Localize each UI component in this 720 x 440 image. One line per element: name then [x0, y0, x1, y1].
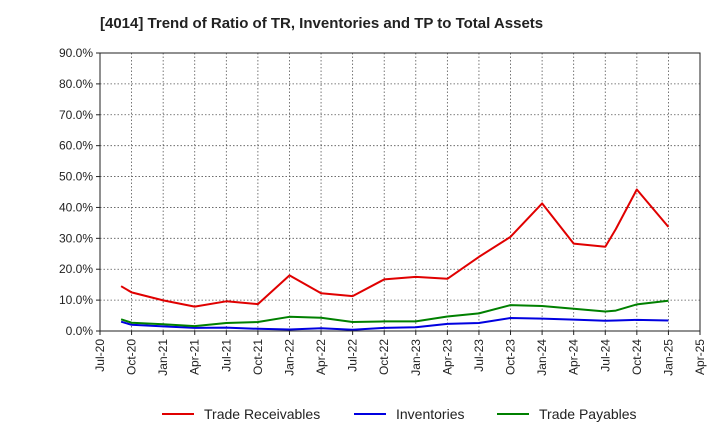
y-tick-label: 70.0% — [59, 108, 93, 122]
x-tick-label: Oct-23 — [504, 339, 518, 375]
y-tick-label: 50.0% — [59, 170, 93, 184]
legend-label: Trade Receivables — [204, 406, 320, 422]
chart-title: [4014] Trend of Ratio of TR, Inventories… — [100, 15, 544, 32]
series-line-inventories — [120, 317, 669, 331]
x-tick-label: Jan-22 — [282, 339, 296, 376]
y-tick-label: 60.0% — [59, 139, 93, 153]
y-axis-ticks: 0.0% 10.0% 20.0% 30.0% 40.0% 50.0% 60.0% 70.0% 8… — [59, 46, 100, 338]
x-tick-label: Jan-25 — [661, 339, 675, 376]
x-tick-label: Apr-24 — [567, 339, 581, 375]
legend: Trade Receivables Inventories Trade Payabl… — [162, 406, 637, 422]
y-tick-label: 10.0% — [59, 293, 93, 307]
y-tick-label: 80.0% — [59, 77, 93, 91]
x-tick-label: Oct-21 — [251, 339, 265, 375]
series-lines — [120, 188, 670, 331]
x-tick-label: Oct-24 — [630, 339, 644, 375]
plot-area — [100, 53, 700, 331]
x-tick-label: Jan-23 — [409, 339, 423, 376]
x-tick-label: Jul-20 — [93, 339, 107, 372]
y-tick-label: 90.0% — [59, 46, 93, 60]
y-tick-label: 40.0% — [59, 200, 93, 214]
x-tick-label: Apr-21 — [188, 339, 202, 375]
legend-label: Trade Payables — [539, 406, 637, 422]
x-tick-label: Jul-23 — [472, 339, 486, 372]
series-line-trade-receivables — [120, 188, 670, 308]
grid — [99, 52, 701, 332]
x-tick-label: Jul-21 — [219, 339, 233, 372]
y-tick-label: 0.0% — [66, 324, 94, 338]
x-tick-label: Apr-23 — [440, 339, 454, 375]
x-tick-label: Jan-24 — [535, 339, 549, 376]
x-tick-label: Apr-25 — [693, 339, 707, 375]
plot-border — [99, 52, 701, 332]
legend-label: Inventories — [396, 406, 464, 422]
y-tick-label: 30.0% — [59, 231, 93, 245]
x-tick-label: Jul-24 — [598, 339, 612, 372]
x-tick-label: Jul-22 — [346, 339, 360, 372]
x-tick-label: Oct-20 — [125, 339, 139, 375]
x-axis-ticks: Jul-20 Oct-20 Jan-21 Apr-21 Jul-21 Oct-21 Jan-… — [93, 331, 707, 376]
y-tick-label: 20.0% — [59, 262, 93, 276]
x-tick-label: Jan-21 — [156, 339, 170, 376]
series-line-trade-payables — [120, 299, 669, 328]
x-tick-label: Oct-22 — [377, 339, 391, 375]
x-tick-label: Apr-22 — [314, 339, 328, 375]
